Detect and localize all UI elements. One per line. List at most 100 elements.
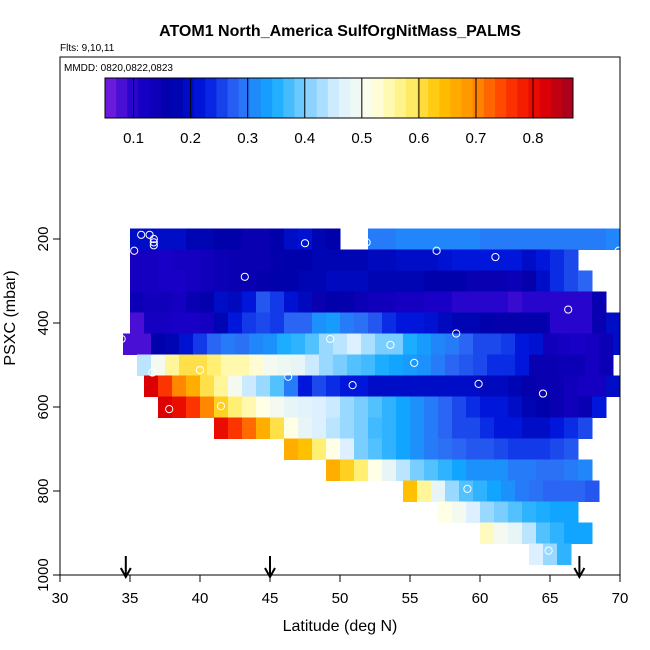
heatmap-cell bbox=[256, 312, 271, 334]
heatmap-cell bbox=[382, 459, 397, 481]
colorbar-swatch bbox=[361, 78, 373, 118]
heatmap-cell bbox=[585, 480, 600, 502]
heatmap-cell bbox=[256, 396, 271, 418]
heatmap-cell bbox=[529, 354, 544, 376]
chart-title: ATOM1 North_America SulfOrgNitMass_PALMS bbox=[159, 23, 521, 40]
colorbar-swatch bbox=[105, 78, 117, 118]
heatmap-cell bbox=[501, 480, 516, 502]
heatmap-cell bbox=[564, 459, 579, 481]
colorbar-tick-label: 0.4 bbox=[294, 130, 315, 147]
heatmap-cell bbox=[452, 501, 467, 523]
heatmap-cell bbox=[494, 249, 509, 271]
colorbar-swatch bbox=[283, 78, 295, 118]
heatmap-cell bbox=[557, 354, 572, 376]
latitude-arrow bbox=[119, 556, 132, 580]
heatmap-cell bbox=[256, 375, 271, 397]
flight-point bbox=[474, 379, 483, 388]
heatmap-cell bbox=[438, 312, 453, 334]
heatmap-cell bbox=[466, 459, 481, 481]
heatmap-cell bbox=[396, 438, 411, 460]
heatmap-cell bbox=[270, 228, 285, 250]
heatmap-cell bbox=[368, 396, 383, 418]
heatmap-cell bbox=[459, 354, 474, 376]
heatmap-cell bbox=[312, 438, 327, 460]
heatmap-cell bbox=[312, 312, 327, 334]
flight-point bbox=[149, 241, 158, 250]
heatmap-cell bbox=[508, 438, 523, 460]
heatmap-cell bbox=[277, 354, 292, 376]
heatmap-cell bbox=[382, 291, 397, 313]
heatmap-cell bbox=[298, 396, 313, 418]
heatmap-cell bbox=[557, 480, 572, 502]
heatmap-cell bbox=[452, 459, 467, 481]
heatmap-cell bbox=[543, 480, 558, 502]
heatmap-cell bbox=[424, 375, 439, 397]
colorbar-swatch bbox=[272, 78, 284, 118]
heatmap-cell bbox=[291, 333, 306, 355]
heatmap-cell bbox=[340, 375, 355, 397]
heatmap-cell bbox=[340, 438, 355, 460]
heatmap-cell bbox=[354, 312, 369, 334]
heatmap-cell bbox=[389, 333, 404, 355]
flight-point bbox=[240, 272, 249, 281]
heatmap-cell bbox=[368, 375, 383, 397]
colorbar-swatch bbox=[194, 78, 206, 118]
heatmap-cell bbox=[158, 291, 173, 313]
heatmap-cell bbox=[158, 312, 173, 334]
x-axis-label: Latitude (deg N) bbox=[283, 618, 398, 635]
heatmap-cell bbox=[536, 270, 551, 292]
heatmap-cell bbox=[466, 312, 481, 334]
heatmap-cell bbox=[228, 228, 243, 250]
heatmap-cell bbox=[410, 438, 425, 460]
heatmap-cell bbox=[228, 312, 243, 334]
colorbar-swatch bbox=[461, 78, 474, 118]
heatmap-cell bbox=[340, 291, 355, 313]
colorbar-swatch bbox=[116, 78, 128, 118]
colorbar-swatch bbox=[227, 78, 240, 118]
x-tick-label: 55 bbox=[402, 590, 419, 607]
heatmap-cell bbox=[438, 375, 453, 397]
heatmap-cell bbox=[522, 438, 537, 460]
heatmap-cell bbox=[410, 228, 425, 250]
heatmap-cell bbox=[270, 417, 285, 439]
heatmap-cell bbox=[354, 375, 369, 397]
heatmap-cell bbox=[424, 249, 439, 271]
heatmap-cell bbox=[578, 396, 593, 418]
heatmap-cell bbox=[172, 291, 187, 313]
heatmap-cell bbox=[256, 291, 271, 313]
colorbar-frame bbox=[104, 77, 574, 119]
colorbar-swatch bbox=[439, 78, 451, 118]
y-axis-label: PSXC (mbar) bbox=[2, 270, 19, 365]
heatmap-cell bbox=[403, 333, 418, 355]
heatmap-cell bbox=[298, 312, 313, 334]
heatmap-cell bbox=[130, 270, 145, 292]
colorbar-swatch bbox=[372, 78, 385, 118]
heatmap-cell bbox=[165, 333, 180, 355]
colorbar-swatch bbox=[316, 78, 329, 118]
heatmap-cell bbox=[592, 396, 607, 418]
heatmap-cell bbox=[242, 228, 257, 250]
heatmap-cell bbox=[494, 438, 509, 460]
heatmap-cell bbox=[340, 270, 355, 292]
heatmap-cell bbox=[550, 375, 565, 397]
heatmap-cell bbox=[158, 249, 173, 271]
heatmap-cell bbox=[263, 333, 278, 355]
heatmap-cell bbox=[445, 480, 460, 502]
heatmap-cell bbox=[291, 354, 306, 376]
heatmap-cell bbox=[200, 312, 215, 334]
heatmap-cell bbox=[396, 291, 411, 313]
heatmap-cell bbox=[368, 438, 383, 460]
heatmap-cell bbox=[305, 354, 320, 376]
heatmap-cell bbox=[564, 417, 579, 439]
heatmap-cell bbox=[151, 333, 166, 355]
heatmap-cell bbox=[333, 354, 348, 376]
heatmap-cell bbox=[578, 417, 593, 439]
heatmap-cell bbox=[522, 459, 537, 481]
heatmap-cell bbox=[186, 375, 201, 397]
heatmap-cell bbox=[326, 291, 341, 313]
heatmap-cell bbox=[424, 270, 439, 292]
heatmap-cell bbox=[522, 417, 537, 439]
heatmap-cell bbox=[438, 417, 453, 439]
heatmap-cell bbox=[508, 459, 523, 481]
